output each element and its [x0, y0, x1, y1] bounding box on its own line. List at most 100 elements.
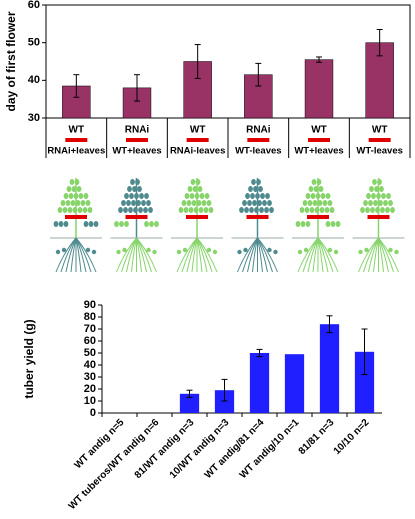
leaf — [178, 207, 184, 213]
tuber — [176, 249, 182, 255]
x-tick-label: 81/WT andig n=3 — [133, 417, 197, 481]
tuber — [91, 249, 97, 255]
leaf — [335, 221, 341, 227]
leaf — [383, 200, 388, 206]
leaf — [93, 221, 99, 227]
leaf — [318, 186, 324, 192]
leaf — [133, 207, 138, 213]
leaf — [149, 221, 154, 227]
leaf — [256, 179, 261, 185]
leaf — [208, 207, 214, 213]
leaf — [141, 200, 146, 206]
leaf — [71, 186, 77, 192]
leaf — [201, 200, 207, 206]
leaf — [262, 200, 267, 206]
root — [257, 237, 278, 273]
graft-marker — [246, 215, 269, 219]
graft-marker — [307, 215, 329, 219]
leaf — [58, 221, 64, 227]
graft-label: WT-leaves — [356, 146, 402, 157]
leaf — [325, 193, 331, 199]
root — [75, 237, 97, 273]
leaf — [313, 186, 319, 192]
leaf — [248, 186, 253, 192]
leaf — [377, 179, 382, 185]
leaf — [324, 207, 330, 213]
x-tick-label: 81/81 n=3 — [297, 417, 337, 457]
plant-illustration — [352, 178, 405, 273]
leaf — [371, 193, 376, 199]
leaf — [123, 207, 128, 213]
leaf — [66, 186, 72, 192]
leaf — [194, 193, 200, 199]
leaf — [60, 200, 66, 206]
leaf — [144, 221, 149, 227]
graft-label: WT+leaves — [112, 146, 161, 157]
leaf — [73, 193, 79, 199]
leaf — [138, 207, 143, 213]
leaf — [191, 200, 197, 206]
leaf — [295, 221, 301, 227]
leaf — [386, 193, 391, 199]
leaf — [72, 207, 78, 213]
y-tick-label: 50 — [84, 347, 96, 359]
leaf — [118, 207, 123, 213]
leaf — [74, 179, 80, 185]
leaf — [144, 193, 149, 199]
leaf — [77, 207, 83, 213]
leaf — [244, 207, 249, 213]
y-tick-label: 70 — [84, 323, 96, 335]
bar — [354, 351, 375, 413]
x-tick-label: 10/WT andig n=3 — [168, 417, 232, 481]
x-tick-label: WT — [372, 125, 388, 136]
leaf — [114, 221, 119, 227]
leaf — [154, 221, 159, 227]
leaf — [68, 193, 74, 199]
leaf — [319, 207, 325, 213]
tuber — [122, 247, 127, 253]
leaf — [190, 179, 196, 185]
graft-marker — [65, 215, 87, 219]
tuber — [364, 247, 369, 253]
leaf — [69, 179, 75, 185]
graft-label: RNAi+leaves — [47, 146, 105, 157]
plant-illustration — [171, 178, 223, 273]
bar — [179, 393, 200, 413]
leaf — [380, 207, 385, 213]
x-tick-label: 10/10 n=2 — [332, 417, 372, 457]
y-tick-label: 10 — [84, 395, 96, 407]
leaf — [381, 193, 386, 199]
leaf — [139, 193, 144, 199]
tuber — [55, 249, 61, 255]
leaf — [80, 200, 86, 206]
leaf — [322, 200, 328, 206]
tuber — [303, 247, 309, 253]
leaf — [126, 200, 131, 206]
y-axis-label: day of first flower — [4, 11, 18, 111]
leaf — [53, 221, 59, 227]
leaf — [267, 200, 272, 206]
x-tick-label: WT andig/10 n=1 — [238, 417, 302, 481]
leaf — [62, 207, 68, 213]
leaf — [372, 179, 377, 185]
leaf — [119, 221, 124, 227]
leaf — [78, 193, 84, 199]
tuber — [388, 247, 393, 253]
leaf — [265, 193, 270, 199]
root — [136, 237, 157, 273]
leaf — [70, 200, 76, 206]
tuber — [333, 249, 339, 255]
tuber — [327, 247, 333, 253]
plant-illustration — [231, 178, 284, 273]
y-tick-label: 30 — [84, 371, 96, 383]
leaf — [187, 186, 193, 192]
leaf — [192, 186, 198, 192]
leaf — [131, 200, 136, 206]
x-tick-label: RNAi — [246, 125, 271, 136]
leaf — [307, 200, 313, 206]
leaf — [249, 207, 254, 213]
leaf — [305, 221, 311, 227]
bar — [214, 390, 235, 413]
leaf — [82, 207, 88, 213]
leaf — [253, 186, 258, 192]
